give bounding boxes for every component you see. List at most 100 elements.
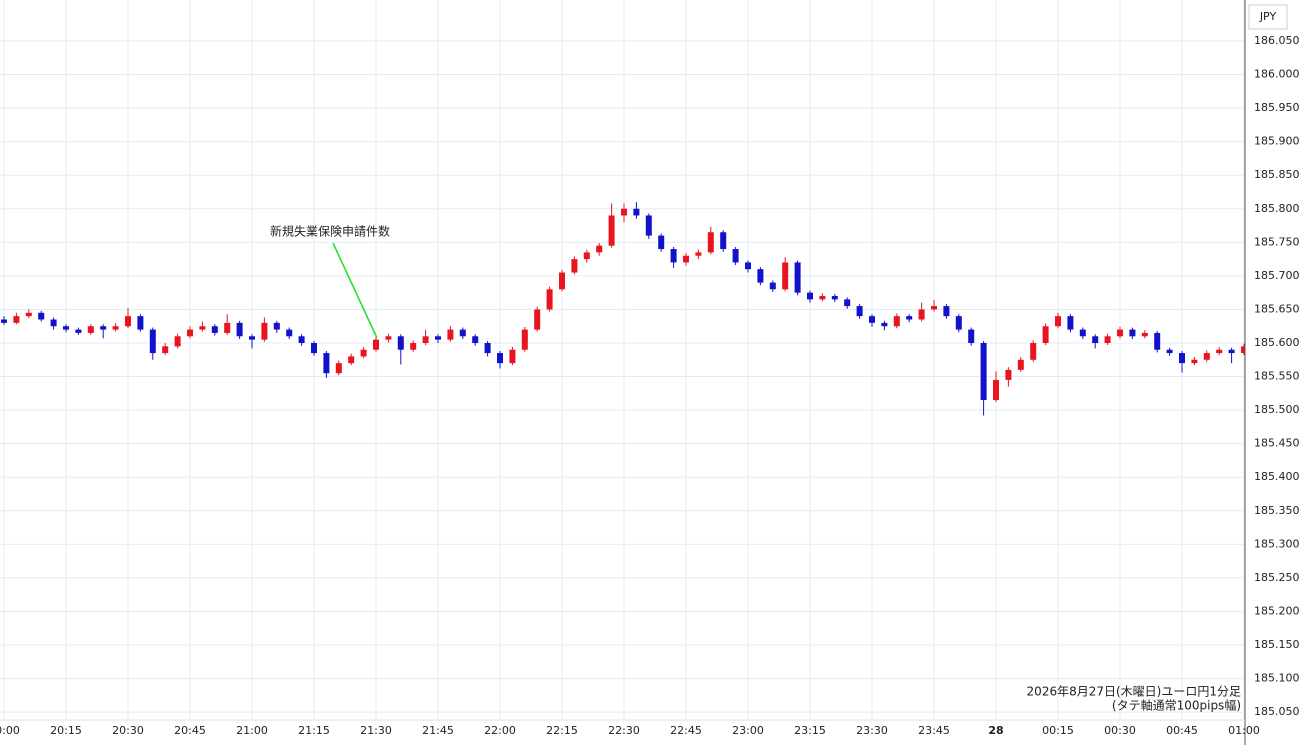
candle-body [199, 326, 206, 330]
x-tick-label: 21:15 [298, 724, 330, 737]
x-tick-label: 22:45 [670, 724, 702, 737]
candle-body [769, 282, 776, 290]
candle-body [447, 329, 454, 340]
candle-body [1017, 359, 1024, 370]
candle-body [187, 329, 193, 337]
candle-body [273, 322, 280, 330]
y-tick-label: 185.300 [1254, 537, 1300, 550]
candle-body [720, 232, 727, 250]
y-tick-label: 185.250 [1254, 571, 1300, 584]
candle-body [943, 306, 950, 317]
candle-body [745, 262, 751, 270]
candle-body [1203, 353, 1210, 360]
candle-body [819, 296, 826, 300]
candle-body [397, 336, 404, 350]
y-tick-label: 185.600 [1254, 336, 1300, 349]
x-tick-label: 00:45 [1166, 724, 1198, 737]
y-tick-label: 185.450 [1254, 437, 1300, 450]
candle-body [955, 316, 962, 330]
y-tick-label: 185.850 [1254, 168, 1300, 181]
candle-body [236, 322, 243, 337]
candle-body [373, 339, 379, 350]
x-tick-label: 23:45 [918, 724, 950, 737]
y-tick-label: 185.150 [1254, 638, 1300, 651]
candle-body [1117, 329, 1123, 337]
y-tick-label: 185.350 [1254, 504, 1300, 517]
candle-body [50, 319, 57, 327]
x-tick-label: 20:00 [0, 724, 20, 737]
x-tick-label: 00:15 [1042, 724, 1074, 737]
candle-body [583, 252, 590, 260]
candle-body [683, 255, 689, 263]
candle-body [608, 215, 615, 246]
y-tick-label: 185.950 [1254, 101, 1300, 114]
x-tick-label: 20:15 [50, 724, 82, 737]
grid [0, 0, 1245, 720]
candle-body [87, 326, 94, 333]
candle-body [100, 326, 107, 330]
candle-body [224, 322, 231, 333]
candle-body [1179, 353, 1185, 364]
candle-body [410, 343, 417, 350]
note: 2026年8月27日(木曜日)ユーロ円1分足 [1027, 685, 1241, 699]
candle-body [621, 208, 627, 216]
candle-body [211, 326, 218, 333]
annotation-line [332, 242, 378, 339]
candle-body [968, 329, 975, 343]
y-tick-label: 185.550 [1254, 370, 1300, 383]
x-tick-label: 22:00 [484, 724, 516, 737]
candle-body [1241, 346, 1245, 354]
candle-body [1166, 349, 1173, 354]
candle-body [856, 306, 863, 317]
candle-body [658, 235, 665, 250]
y-tick-label: 185.700 [1254, 269, 1300, 282]
candle-body [261, 322, 268, 340]
candle-body [149, 329, 156, 354]
x-tick-label: 00:30 [1104, 724, 1136, 737]
candle-body [162, 346, 169, 354]
x-tick-label: 23:30 [856, 724, 888, 737]
x-tick-label: 20:30 [112, 724, 144, 737]
candle-body [980, 343, 987, 401]
y-tick-label: 185.050 [1254, 705, 1300, 718]
candle-body [497, 353, 503, 364]
candle-body [521, 329, 528, 350]
candle-body [757, 269, 764, 283]
candle-body [546, 289, 553, 310]
y-tick-label: 185.900 [1254, 135, 1300, 148]
candle-body [931, 306, 937, 310]
x-tick-label: 21:45 [422, 724, 454, 737]
candle-body [75, 329, 82, 333]
candle-body [534, 309, 541, 330]
candle-body [13, 316, 20, 323]
candle-body [112, 326, 119, 330]
candle-body [893, 316, 900, 327]
x-tick-label: 20:45 [174, 724, 206, 737]
candle-body [435, 336, 441, 340]
candle-body [670, 249, 677, 263]
candle-body [174, 336, 181, 347]
annotation: 新規失業保険申請件数 [270, 224, 390, 239]
y-tick-label: 185.400 [1254, 470, 1300, 483]
candle-body [385, 336, 392, 340]
candle-body [918, 309, 925, 320]
candle-body [1216, 349, 1223, 354]
candle-body [559, 272, 565, 290]
x-tick-label: 21:30 [360, 724, 392, 737]
candle-body [844, 299, 851, 307]
candle-body [1092, 336, 1099, 343]
candle-body [459, 329, 466, 337]
candle-body [1154, 332, 1161, 350]
candle-body [869, 316, 875, 323]
x-tick-label: 01:00 [1228, 724, 1260, 737]
y-tick-label: 185.650 [1254, 302, 1300, 315]
y-tick-label: 185.800 [1254, 202, 1300, 215]
candle-body [794, 262, 801, 293]
x-tick-label: 21:00 [236, 724, 268, 737]
candle-body [695, 252, 702, 256]
y-tick-label: 185.100 [1254, 672, 1300, 685]
candle-body [137, 316, 144, 330]
candle-body [993, 379, 999, 401]
y-tick-label: 185.200 [1254, 604, 1300, 617]
